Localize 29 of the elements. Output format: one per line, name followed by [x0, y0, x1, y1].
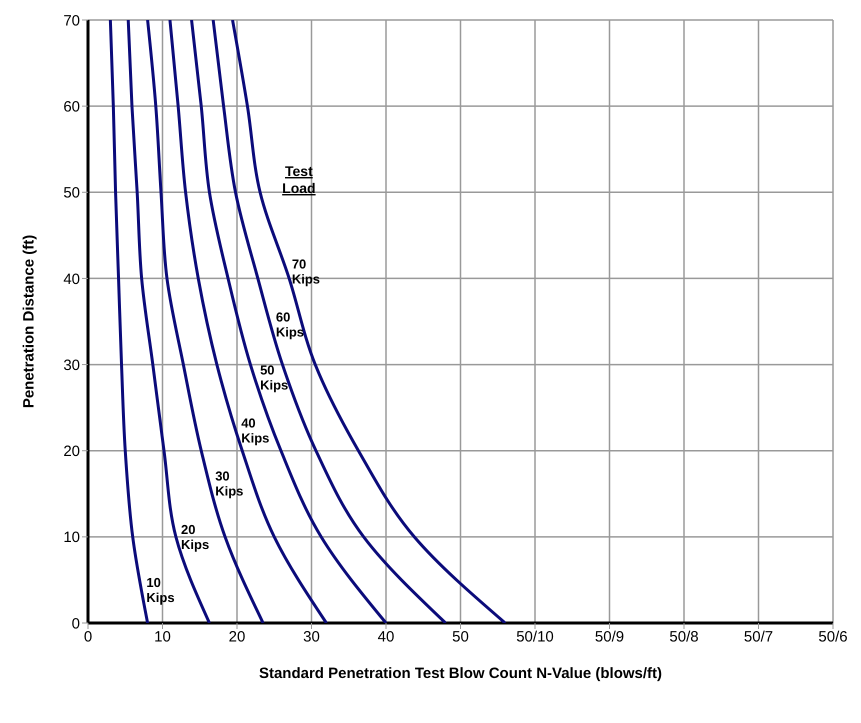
y-axis-title: Penetration Distance (ft) [20, 234, 38, 408]
x-tick-label: 50 [452, 628, 469, 646]
x-tick-label: 50/10 [516, 628, 554, 646]
y-tick-label: 20 [63, 443, 80, 460]
series-label: 30 Kips [215, 468, 244, 499]
y-tick-label: 10 [63, 529, 80, 546]
legend-title: Test Load [282, 163, 316, 196]
x-tick-label: 40 [378, 628, 394, 646]
series-label: 60 Kips [276, 310, 304, 340]
y-tick-label: 60 [63, 98, 80, 116]
x-tick-label: 50/8 [669, 628, 699, 646]
y-tick-label: 40 [63, 270, 80, 288]
x-tick-label: 50/7 [744, 628, 774, 646]
series-label: 20 Kips [181, 522, 210, 552]
x-axis-title: Standard Penetration Test Blow Count N-Value (blows/ft) [258, 665, 662, 682]
series-label: 10 Kips [146, 574, 175, 605]
x-tick-label: 50/6 [818, 628, 848, 646]
x-tick-label: 30 [303, 628, 320, 646]
x-tick-label: 0 [84, 628, 92, 646]
series-label: 50 Kips [260, 362, 288, 393]
y-tick-label: 70 [63, 12, 80, 30]
x-tick-label: 20 [228, 628, 246, 646]
y-tick-label: 50 [63, 184, 80, 202]
y-tick-label: 30 [63, 356, 80, 374]
x-tick-label: 10 [154, 628, 171, 646]
y-tick-label: 0 [72, 615, 80, 632]
series-label: 70 Kips [292, 256, 320, 286]
series-label: 40 Kips [241, 416, 270, 446]
x-tick-label: 50/9 [594, 628, 624, 646]
